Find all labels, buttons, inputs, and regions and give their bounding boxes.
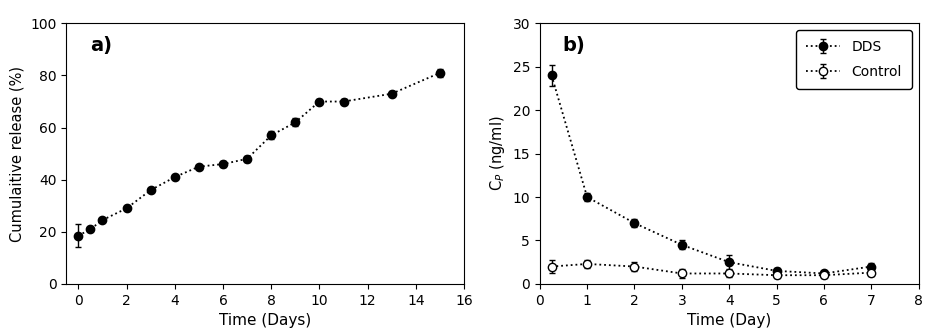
Y-axis label: Cumulaitive release (%): Cumulaitive release (%) <box>9 66 25 241</box>
X-axis label: Time (Days): Time (Days) <box>219 313 312 328</box>
X-axis label: Time (Day): Time (Day) <box>688 313 771 328</box>
Legend: DDS, Control: DDS, Control <box>796 30 912 89</box>
Text: a): a) <box>90 36 112 55</box>
Y-axis label: C$_P$ (ng/ml): C$_P$ (ng/ml) <box>488 116 507 191</box>
Text: b): b) <box>563 36 585 55</box>
